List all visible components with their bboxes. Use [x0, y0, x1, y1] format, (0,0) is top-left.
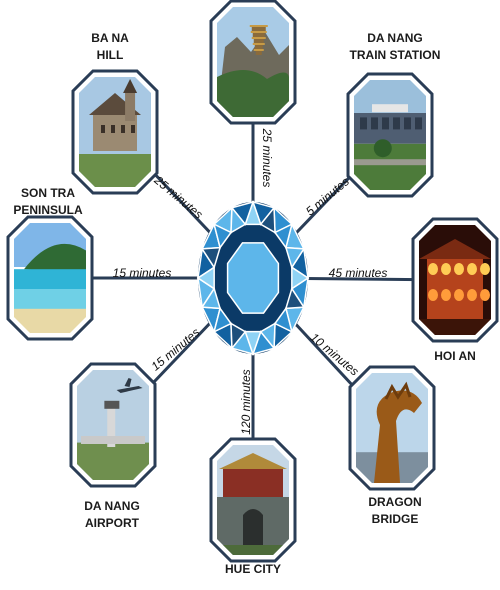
- gem-facet: [196, 265, 215, 291]
- destination-node-dragon-bridge[interactable]: [348, 365, 436, 491]
- duration-label-dragon-bridge: 10 minutes: [308, 330, 362, 378]
- gem-facet: [212, 306, 233, 334]
- gem-facet: [291, 265, 310, 291]
- duration-label-hue-city: 120 minutes: [239, 369, 253, 434]
- destination-name-line: HUE CITY: [224, 562, 282, 576]
- gem-facet: [259, 205, 276, 234]
- duration-label-ba-na-hill: 25 minutes: [151, 172, 206, 221]
- gem-facet: [273, 222, 294, 250]
- destination-name-line: TRAIN STATION: [349, 48, 441, 62]
- destination-name-line: BA NA: [91, 31, 129, 45]
- dragon-statue-photo: [356, 373, 428, 483]
- castle-photo: [79, 77, 151, 187]
- gem-facet: [200, 286, 222, 310]
- beach-bay-photo: [14, 223, 86, 333]
- destination-name-line: DRAGON: [368, 495, 422, 509]
- train-station-photo: [354, 80, 426, 190]
- destination-node-linh-ung-pagoda[interactable]: [209, 0, 297, 125]
- duration-label-hoi-an: 45 minutes: [329, 266, 388, 280]
- gem-facet: [284, 246, 306, 270]
- destination-name-line: AIRPORT: [85, 516, 139, 530]
- gem-facet: [200, 246, 222, 270]
- airport-tower-photo: [77, 370, 149, 480]
- destination-name-line: HOI AN: [434, 349, 476, 363]
- destination-name-line: DA NANG: [367, 31, 423, 45]
- gem-table-facet: [226, 242, 280, 314]
- destination-name-ba-na-hill: BA NA HILL: [91, 30, 129, 64]
- gem-facet: [284, 286, 306, 310]
- gem-facet: [244, 330, 262, 357]
- gem-facet: [259, 322, 276, 351]
- gem-facet: [212, 222, 233, 250]
- destination-name-da-nang-airport: DA NANG AIRPORT: [84, 498, 140, 532]
- destination-name-da-nang-train-station: DA NANG TRAIN STATION: [350, 30, 441, 64]
- destination-name-hoi-an: HOI AN: [434, 348, 476, 365]
- duration-label-da-nang-train-station: 5 minutes: [303, 174, 352, 218]
- destination-name-line: BRIDGE: [371, 512, 419, 526]
- destination-node-hue-city[interactable]: [209, 437, 297, 563]
- duration-label-linh-ung-pagoda: 25 minutes: [260, 128, 274, 188]
- destination-node-da-nang-airport[interactable]: [69, 362, 157, 488]
- duration-label-son-tra-peninsula: 15 minutes: [113, 266, 172, 280]
- gem-facet: [230, 205, 247, 234]
- destination-name-line: PENINSULA: [13, 203, 83, 217]
- gem-facet: [273, 306, 294, 334]
- pagoda-mountain-photo: [217, 7, 289, 117]
- destination-nodes: [6, 0, 499, 563]
- destination-name-son-tra-peninsula: SON TRA PENINSULA: [13, 185, 82, 219]
- duration-label-da-nang-airport: 15 minutes: [148, 325, 202, 373]
- destination-node-son-tra-peninsula[interactable]: [6, 215, 94, 341]
- destination-node-hoi-an[interactable]: [411, 217, 499, 343]
- destination-node-da-nang-train-station[interactable]: [346, 72, 434, 198]
- destination-name-dragon-bridge: DRAGON BRIDGE: [368, 494, 421, 528]
- citadel-gate-photo: [217, 445, 289, 555]
- destination-name-hue-city: HUE CITY: [225, 561, 281, 578]
- gem-facet: [230, 322, 247, 351]
- destination-node-ba-na-hill[interactable]: [71, 69, 159, 195]
- destination-name-line: DA NANG: [84, 499, 140, 513]
- gem-icon: [196, 199, 310, 357]
- destination-name-line: HILL: [96, 48, 124, 62]
- destination-name-line: SON TRA: [21, 186, 75, 200]
- lantern-house-photo: [419, 225, 491, 335]
